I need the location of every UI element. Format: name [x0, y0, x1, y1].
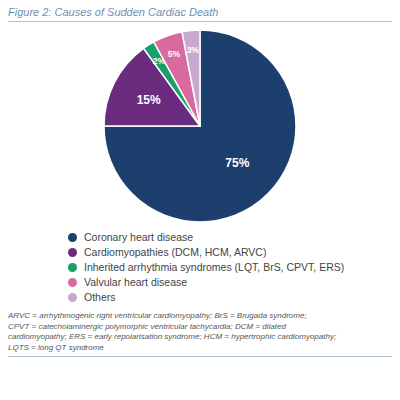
- html-text:Figure 2: Causes of Sudden Car: Figure 2: Causes of Sudden Cardiac Death: [8, 6, 219, 18]
- html-text:Others: Others: [84, 291, 116, 303]
- html-text:Coronary heart disease: Coronary heart disease: [84, 231, 194, 243]
- svg-text:75%: 75%: [225, 156, 249, 170]
- html-text:Cardiomyopathies (DCM, HCM, AR: Cardiomyopathies (DCM, HCM, ARVC): [84, 246, 267, 258]
- svg-text:3%: 3%: [187, 45, 200, 55]
- html-text:Valvular heart disease: Valvular heart disease: [84, 276, 188, 288]
- html-text:Inherited arrhythmia syndromes: Inherited arrhythmia syndromes (LQT, BrS…: [84, 261, 345, 273]
- svg-text:5%: 5%: [168, 49, 181, 59]
- svg-text:2%: 2%: [153, 56, 166, 66]
- html-text:ARVC = arrhythmogenic right ve: ARVC = arrhythmogenic right ventricular …: [8, 311, 337, 352]
- svg-text:15%: 15%: [137, 93, 161, 107]
